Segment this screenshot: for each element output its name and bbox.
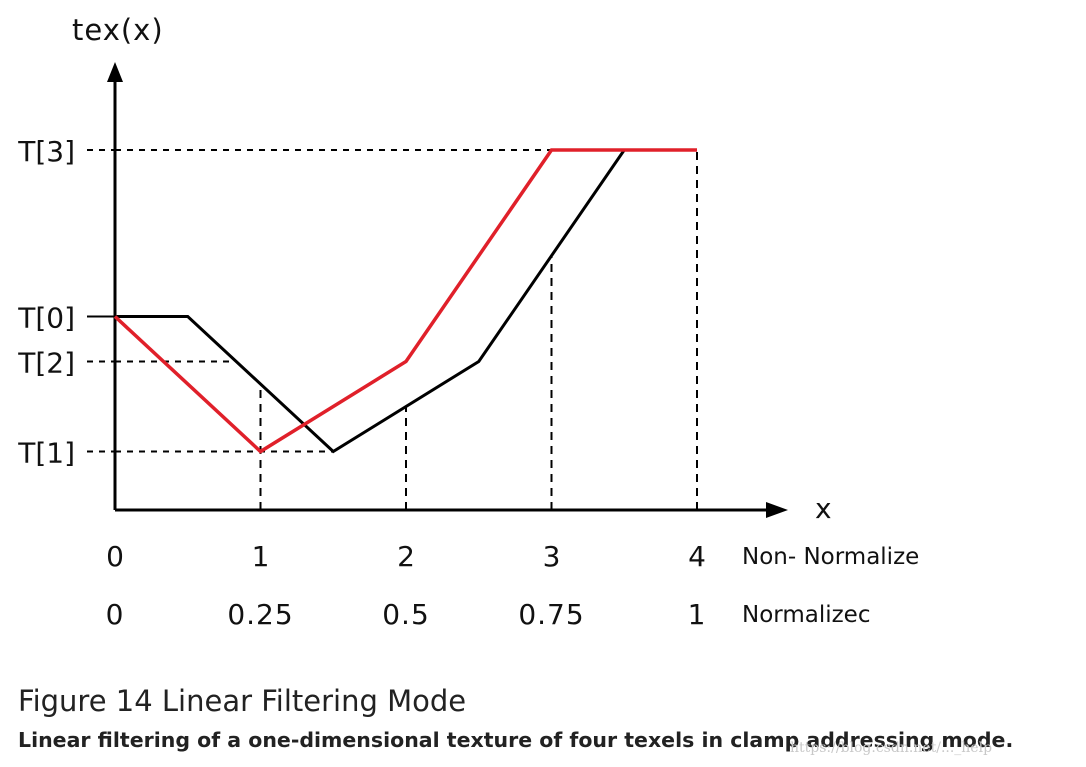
x-tick-label-normalized: 0.25 (227, 598, 293, 631)
y-level-label: T[1] (17, 437, 75, 470)
figure-description: Linear filtering of a one-dimensional te… (18, 728, 1014, 752)
x-tick-label-non-normalized: 3 (543, 540, 561, 573)
x-axis-label: x (815, 492, 832, 525)
y-level-label: T[3] (17, 135, 75, 168)
series-line-red (113, 148, 697, 454)
figure-chart: T[3] T[0] T[2] T[1] tex(x) x 0 0 1 0.25 2 0.5 3 0.75 4… (17, 13, 919, 631)
x-tick-label-normalized: 0.5 (382, 598, 430, 631)
x-tick-label-non-normalized: 1 (252, 540, 270, 573)
series-line-black (115, 148, 697, 454)
y-level-label: T[2] (17, 347, 75, 380)
x-tick-label-non-normalized: 0 (106, 540, 124, 573)
x-tick-label-normalized: 0 (106, 598, 125, 631)
row-label-normalized: Normalizec (742, 602, 870, 628)
x-axis-arrow (766, 502, 788, 518)
y-level-label: T[0] (17, 302, 75, 335)
figure-title: Figure 14 Linear Filtering Mode (18, 684, 467, 718)
watermark-text: https://blog.csdn.net/..._help (790, 740, 993, 756)
row-label-non-normalized: Non- Normalize (742, 544, 919, 570)
y-axis-label: tex(x) (72, 13, 164, 47)
y-axis-arrow (107, 62, 123, 82)
x-tick-label-normalized: 0.75 (518, 598, 584, 631)
x-tick-label-non-normalized: 4 (688, 540, 706, 573)
x-tick-label-non-normalized: 2 (397, 540, 415, 573)
x-tick-label-normalized: 1 (688, 598, 707, 631)
